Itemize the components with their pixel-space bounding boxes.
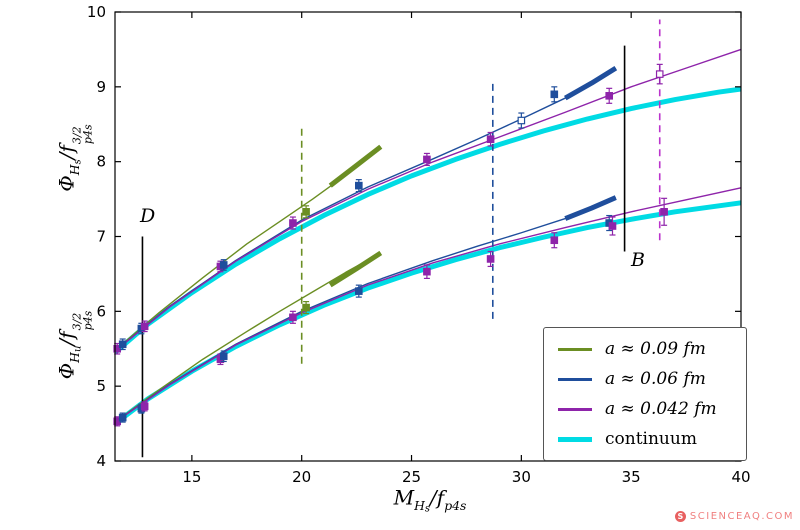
- legend-swatch-green: [558, 347, 592, 351]
- x-tick-label: 35: [622, 468, 641, 486]
- y-tick-label: 9: [96, 78, 106, 96]
- series-a0.06-lower: [114, 196, 617, 423]
- data-point: [289, 313, 297, 322]
- data-point: [355, 287, 363, 295]
- watermark-icon: S: [674, 511, 686, 522]
- series-a0.042-upper: [114, 48, 742, 352]
- data-point: [605, 92, 614, 100]
- data-point: [302, 208, 310, 216]
- series-a0.09-lower: [114, 252, 382, 423]
- data-point: [113, 344, 121, 353]
- series-a0.06-upper: [114, 67, 617, 352]
- legend-label: a ≈ 0.042 fm: [605, 399, 717, 419]
- legend-item: continuum: [558, 429, 732, 449]
- x-tick-label: 20: [292, 468, 311, 486]
- series-continuum-upper: [113, 86, 742, 355]
- y-axis-label-upper: ΦHs/f 3/2 p4s: [54, 124, 95, 192]
- legend-label: a ≈ 0.09 fm: [605, 339, 706, 359]
- legend: a ≈ 0.09 fm a ≈ 0.06 fm a ≈ 0.042 fm contin…: [543, 327, 747, 461]
- data-point: [486, 135, 495, 144]
- y-axis-label-lower: ΦHu/f 3/2 p4s: [54, 310, 95, 380]
- data-point: [608, 222, 617, 230]
- series-a0.042-lower: [114, 187, 742, 423]
- x-tick-label: 40: [731, 468, 750, 486]
- data-point: [423, 267, 431, 276]
- data-point: [355, 181, 363, 190]
- legend-label: a ≈ 0.06 fm: [605, 369, 706, 389]
- data-point: [550, 236, 559, 245]
- x-axis-label: MHs/fp4s: [393, 485, 467, 515]
- series-a0.09-lower-band: [328, 250, 383, 288]
- y-tick-label: 6: [96, 302, 106, 320]
- series-a0.06-lower-band: [564, 195, 617, 221]
- data-point: [423, 155, 431, 164]
- data-point: [140, 322, 149, 331]
- data-point: [289, 219, 297, 227]
- data-point: [550, 90, 559, 99]
- x-tick-label: 15: [182, 468, 201, 486]
- legend-swatch-blue: [558, 377, 592, 381]
- data-point: [219, 261, 228, 269]
- data-point: [118, 413, 127, 422]
- legend-label: continuum: [605, 429, 697, 449]
- series-a0.09-upper-band: [328, 144, 383, 188]
- legend-item: a ≈ 0.06 fm: [558, 369, 732, 389]
- legend-swatch-cyan: [558, 436, 592, 442]
- data-point: [517, 116, 526, 125]
- watermark: S SCIENCEAQ.COM: [674, 511, 794, 522]
- y-tick-label: 7: [96, 228, 106, 246]
- x-tick-label: 25: [402, 468, 421, 486]
- data-point: [486, 255, 495, 263]
- data-point: [655, 70, 664, 78]
- watermark-text: SCIENCEAQ.COM: [689, 511, 794, 522]
- y-tick-label: 5: [96, 377, 106, 395]
- data-point: [140, 402, 149, 411]
- y-tick-label: 8: [96, 153, 106, 171]
- y-tick-label: 10: [87, 3, 106, 21]
- legend-item: a ≈ 0.09 fm: [558, 339, 732, 359]
- data-point: [118, 340, 127, 349]
- y-tick-label: 4: [96, 452, 106, 470]
- legend-swatch-purple: [558, 407, 592, 411]
- data-point: [660, 208, 668, 216]
- legend-item: a ≈ 0.042 fm: [558, 399, 732, 419]
- data-point: [219, 352, 228, 361]
- b-threshold-label: B: [631, 249, 645, 271]
- series-a0.06-upper-band: [564, 65, 618, 101]
- d-threshold-label: D: [140, 205, 156, 227]
- x-tick-label: 30: [512, 468, 531, 486]
- data-point: [302, 303, 310, 312]
